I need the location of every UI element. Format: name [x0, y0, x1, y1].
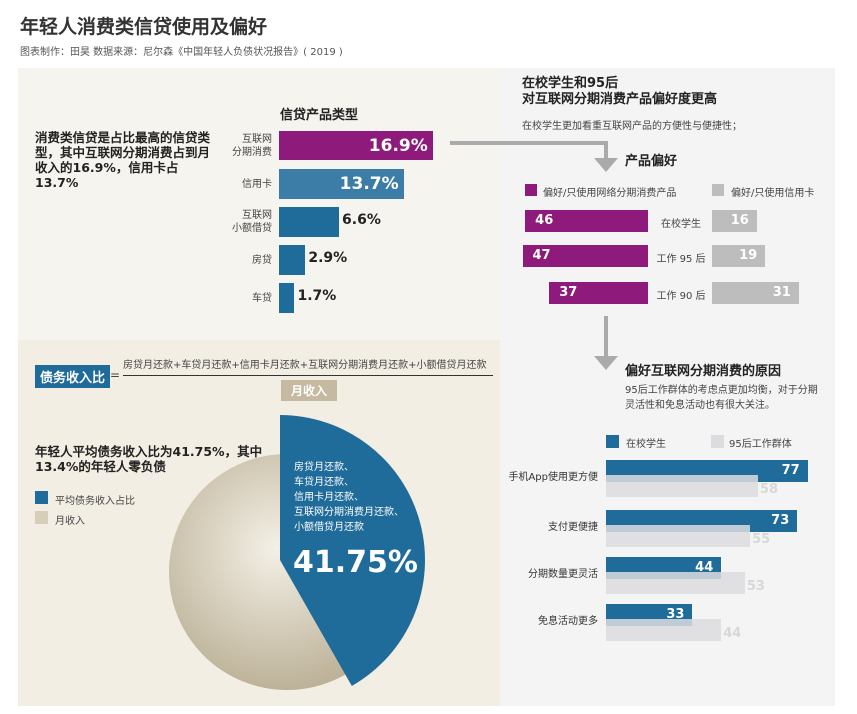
bar-value-label: 44	[695, 560, 714, 575]
pie-legend-label: 平均债务收入占比	[55, 496, 135, 507]
reasons-title: 偏好互联网分期消费的原因	[625, 364, 782, 379]
bar	[279, 169, 404, 199]
legend-label: 95后工作群体	[729, 439, 792, 450]
bar-category-label: 车贷	[252, 293, 272, 304]
pref-chart-title: 产品偏好	[625, 154, 678, 169]
bar	[279, 283, 295, 313]
right-desc: 在校学生更加看重互联网产品的方便性与便捷性；	[522, 121, 742, 132]
pie-slice-debt	[280, 415, 425, 686]
bar-gray	[712, 210, 757, 232]
formula-numerator: 房贷月还款+车贷月还款+信用卡月还款+互联网分期消费月还款+小额借贷月还款	[123, 360, 487, 371]
bar-value-label: 55	[752, 532, 771, 547]
page-title: 年轻人消费类信贷使用及偏好	[20, 16, 268, 38]
bar-gray	[712, 282, 799, 304]
bar-value-label: 16.9%	[368, 136, 428, 156]
pie-inner-line: 车贷月还款、	[294, 477, 354, 488]
bar-category-label: 互联网 分期消费	[232, 133, 272, 158]
pie-inner-text: 房贷月还款、 车贷月还款、 信用卡月还款、 互联网分期消费月还款、 小额借贷月还…	[294, 460, 404, 535]
formula-equals: =	[110, 368, 121, 382]
bar-gray	[712, 245, 766, 267]
legend-label: 偏好/只使用网络分期消费产品	[543, 188, 677, 199]
bar-category-label: 房贷	[252, 255, 272, 266]
bar-category-label: 免息活动更多	[538, 616, 598, 627]
bar-value-label: 19	[739, 248, 758, 263]
bar-value-label: 2.9%	[308, 250, 348, 266]
bar-category-label: 工作 90 后	[656, 291, 706, 302]
left-note: 消费类信贷是占比最高的信贷类型，其中互联网分期消费占到月收入的16.9%，信用卡…	[35, 130, 211, 190]
pie-legend-swatch-beige	[35, 511, 48, 524]
bar-value-label: 16	[730, 213, 749, 228]
pie-inner-line: 互联网分期消费月还款、	[294, 507, 404, 518]
reasons-desc-2: 灵活性和免息活动也有很大关注。	[625, 400, 775, 411]
legend-swatch-lightgray	[711, 435, 724, 448]
reasons-desc: 95后工作群体的考虑点更加均衡，对于分期 灵活性和免息活动也有很大关注。	[625, 383, 818, 413]
bar	[279, 245, 306, 275]
bar-category-label: 工作 95 后	[656, 254, 706, 265]
bar-lightgray	[606, 475, 758, 497]
bar-purple	[549, 282, 648, 304]
bar-value-label: 37	[559, 285, 578, 300]
legend-swatch-purple	[525, 184, 537, 196]
bar-lightgray	[606, 572, 745, 594]
bar-category-label: 分期数量更灵活	[528, 569, 598, 580]
formula-divider	[123, 375, 493, 376]
bar-value-label: 47	[532, 248, 551, 263]
bar-lightgray	[606, 525, 751, 547]
reasons-desc-1: 95后工作群体的考虑点更加均衡，对于分期	[625, 385, 818, 396]
bar-value-label: 46	[535, 213, 554, 228]
bar-category-label: 手机App使用更方便	[508, 472, 598, 483]
bar-purple	[522, 245, 648, 267]
formula-denominator: 月收入	[281, 380, 338, 401]
bar-value-label: 58	[759, 482, 779, 497]
right-title-line2: 对互联网分期消费产品偏好度更高	[522, 92, 718, 107]
panel-preference	[500, 68, 835, 706]
bar-value-label: 44	[723, 626, 742, 641]
pie-value-label: 41.75%	[293, 545, 418, 580]
bar-category-label: 互联网 小额借贷	[232, 210, 272, 234]
bar-category-label: 支付更便捷	[548, 522, 598, 533]
bar-value-label: 73	[771, 513, 790, 528]
legend-swatch-blue	[606, 435, 619, 448]
pie-note: 年轻人平均债务收入比为41.75%，其中13.4%的年轻人零负债	[35, 444, 263, 474]
bar-value-label: 31	[772, 285, 791, 300]
legend-label: 偏好/只使用信用卡	[731, 188, 815, 199]
pie-inner-line: 信用卡月还款、	[294, 492, 364, 503]
bar-value-label: 1.7%	[297, 288, 337, 304]
subtitle: 图表制作：田昊 数据来源：尼尔森《中国年轻人负债状况报告》( 2019 )	[20, 47, 343, 58]
bar-value-label: 77	[781, 463, 800, 478]
bar-lightgray	[606, 619, 722, 641]
bar-category-label: 在校学生	[661, 219, 701, 230]
bar-value-label: 13.7%	[339, 174, 399, 194]
bar-value-label: 33	[666, 607, 685, 622]
legend-label: 在校学生	[626, 439, 666, 450]
panel-credit-types	[18, 68, 500, 340]
right-title-line1: 在校学生和95后	[522, 76, 619, 91]
bar-value-label: 53	[746, 579, 765, 594]
bar	[279, 131, 433, 160]
pie-legend-swatch-blue	[35, 491, 48, 504]
pie-legend-label: 月收入	[55, 516, 85, 527]
pie-inner-line: 房贷月还款、	[294, 462, 354, 473]
bar-value-label: 6.6%	[342, 212, 381, 228]
credit-chart-title: 信贷产品类型	[280, 108, 359, 123]
bar	[279, 207, 340, 237]
right-title: 在校学生和95后 对互联网分期消费产品偏好度更高	[522, 76, 717, 108]
bar-category-label: 信用卡	[242, 179, 272, 190]
bar-purple	[525, 210, 648, 232]
pie-inner-line: 小额借贷月还款	[294, 522, 364, 533]
formula-label: 债务收入比	[35, 365, 111, 388]
legend-swatch-gray	[712, 184, 724, 196]
